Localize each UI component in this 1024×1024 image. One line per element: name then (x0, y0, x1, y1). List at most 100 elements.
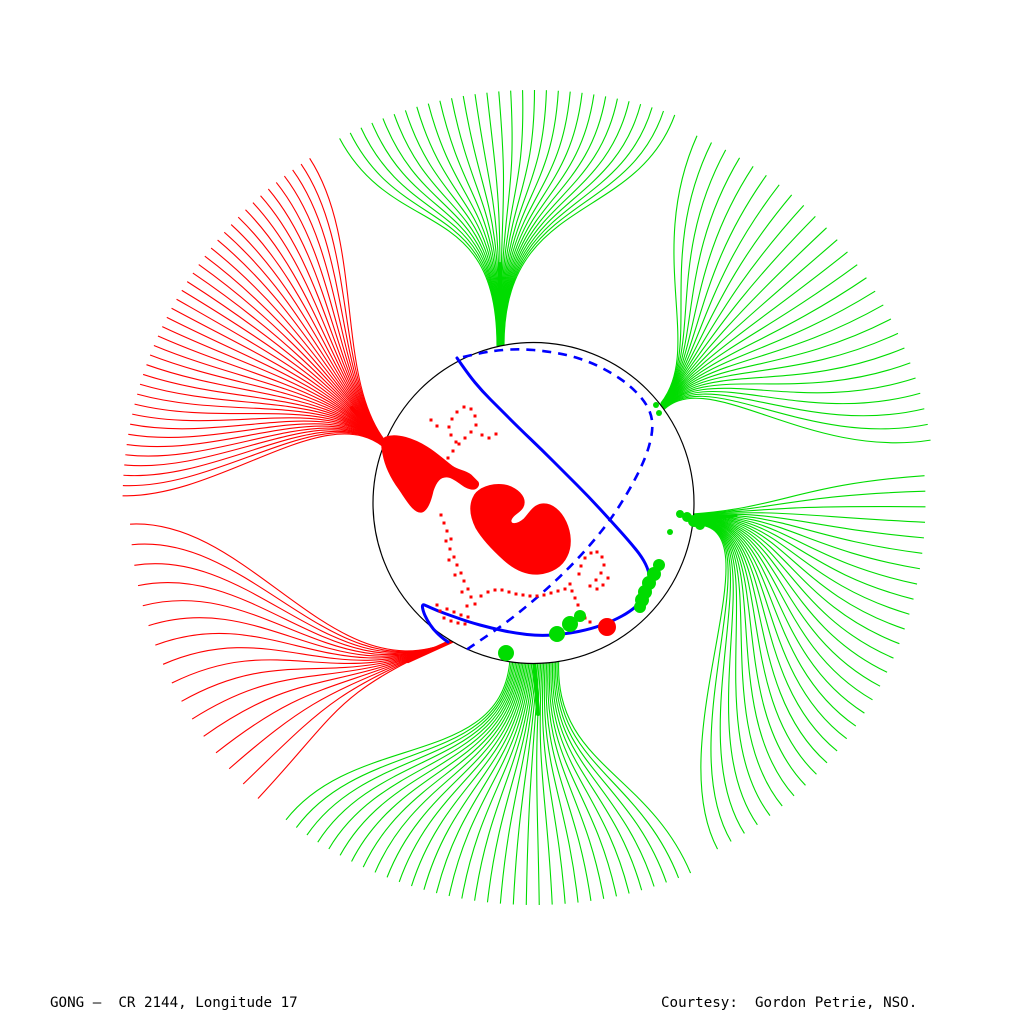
negative-dot (588, 620, 592, 624)
field-line (501, 91, 571, 346)
field-line (132, 413, 392, 453)
field-line (691, 522, 795, 797)
field-line (658, 397, 931, 444)
field-line (691, 521, 806, 786)
negative-dot (459, 571, 463, 575)
flux-spots (498, 402, 705, 661)
field-line (541, 656, 566, 904)
field-line (691, 519, 857, 727)
field-line (691, 517, 894, 659)
negative-dot (521, 593, 525, 597)
field-line (543, 656, 579, 903)
field-line (285, 658, 511, 821)
field-line (130, 420, 392, 454)
negative-dot (455, 410, 459, 414)
field-line (448, 657, 532, 897)
positive-spot (549, 626, 565, 642)
field-line (142, 600, 453, 656)
field-line (691, 517, 900, 645)
negative-dot (455, 563, 459, 567)
field-line (556, 655, 680, 879)
negative-dot (583, 556, 587, 560)
negative-dot (589, 551, 593, 555)
negative-dot (535, 594, 539, 598)
negative-flux-region (381, 435, 479, 513)
negative-dot (457, 442, 461, 446)
field-line (439, 100, 500, 346)
positive-spot (634, 601, 646, 613)
negative-dot (447, 558, 451, 562)
negative-dot (577, 572, 581, 576)
field-line (162, 640, 453, 665)
negative-dot (473, 602, 477, 606)
field-line (404, 110, 499, 346)
field-line (691, 514, 923, 554)
field-line (393, 114, 499, 346)
field-line (660, 184, 780, 407)
negative-dot (462, 579, 466, 583)
field-line (122, 432, 392, 487)
field-line (503, 114, 676, 346)
field-line (659, 332, 899, 412)
field-line (386, 657, 524, 878)
field-line (536, 656, 542, 905)
field-line (691, 521, 817, 775)
positive-spot (653, 402, 659, 408)
negative-dot (448, 547, 452, 551)
field-line (691, 523, 745, 834)
field-line (501, 92, 583, 346)
field-line (659, 304, 884, 412)
field-line (659, 251, 848, 410)
field-line (659, 227, 827, 409)
field-line (548, 655, 617, 897)
field-line (500, 90, 547, 346)
negative-dot (480, 433, 484, 437)
south-positive-fan (285, 654, 692, 905)
field-line (486, 656, 536, 903)
field-line (382, 118, 499, 346)
field-line (374, 657, 523, 873)
negative-dot (450, 417, 454, 421)
negative-dot (439, 513, 443, 517)
field-line (474, 657, 535, 901)
negative-flux-regions (381, 435, 571, 575)
positive-spot (562, 616, 578, 632)
negative-dot (438, 609, 442, 613)
field-line (691, 522, 783, 807)
negative-dot (462, 405, 466, 409)
negative-dot (556, 589, 560, 593)
field-line (658, 391, 921, 414)
negative-dot (579, 564, 583, 568)
field-line (339, 658, 518, 856)
negative-dot (435, 603, 439, 607)
field-line (398, 657, 526, 883)
negative-dot (542, 593, 546, 597)
field-line (691, 516, 905, 630)
field-line (660, 157, 741, 405)
negative-dot (595, 587, 599, 591)
negative-dot (494, 432, 498, 436)
negative-dot (568, 582, 572, 586)
field-line (550, 655, 630, 894)
north-positive-fan (339, 89, 676, 347)
field-line (351, 658, 520, 862)
field-line (691, 513, 924, 539)
negative-dot (429, 418, 433, 422)
field-line (691, 475, 925, 515)
negative-dot (549, 591, 553, 595)
negative-dot (473, 414, 477, 418)
negative-dot (466, 587, 470, 591)
field-line (558, 654, 692, 874)
northeast-positive-fan (658, 135, 931, 444)
negative-dot (465, 604, 469, 608)
negative-dot (445, 607, 449, 611)
negative-dot (599, 571, 603, 575)
field-line (553, 655, 655, 887)
negative-dot (479, 594, 483, 598)
field-line (500, 89, 536, 346)
field-line (502, 96, 607, 346)
field-line (659, 318, 892, 412)
field-line (691, 524, 732, 842)
field-line (131, 543, 453, 653)
